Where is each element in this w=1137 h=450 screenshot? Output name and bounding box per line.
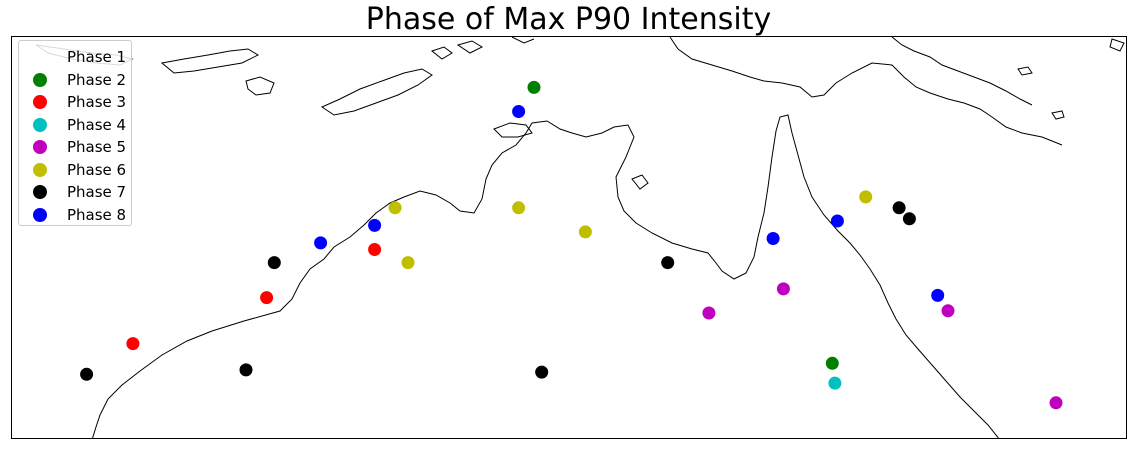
legend-item: Phase 6: [19, 159, 133, 181]
legend-label: Phase 6: [67, 160, 126, 180]
phase-7-marker: [268, 256, 281, 269]
coastline-layer: [36, 37, 1124, 439]
phase-7-marker: [903, 212, 916, 225]
legend-marker-icon: [33, 50, 47, 64]
small-islands-east: [1018, 39, 1124, 119]
phase-3-marker: [368, 243, 381, 256]
chart-title: Phase of Max P90 Intensity: [0, 2, 1137, 37]
phase-6-marker: [389, 201, 402, 214]
legend-marker-icon: [33, 140, 47, 154]
phase-8-marker: [314, 236, 327, 249]
timor-coastline: [322, 69, 432, 115]
legend-item: Phase 2: [19, 69, 133, 91]
map-area: [11, 36, 1127, 439]
legend-label: Phase 8: [67, 205, 126, 225]
legend-marker-icon: [33, 73, 47, 87]
legend-item: Phase 3: [19, 91, 133, 113]
phase-6-marker: [512, 201, 525, 214]
legend-marker-icon: [33, 95, 47, 109]
legend-item: Phase 5: [19, 136, 133, 158]
legend-label: Phase 1: [67, 47, 126, 67]
phase-8-marker: [512, 105, 525, 118]
small-islands-west: [432, 37, 534, 59]
map-canvas: [12, 37, 1127, 439]
phase-6-marker: [859, 190, 872, 203]
phase-2-marker: [528, 81, 541, 94]
phase-7-marker: [535, 366, 548, 379]
legend-label: Phase 3: [67, 92, 126, 112]
legend-label: Phase 2: [67, 70, 126, 90]
sumba-coastline: [246, 77, 274, 95]
legend-item: Phase 8: [19, 204, 133, 226]
phase-5-marker: [777, 282, 790, 295]
phase-8-marker: [831, 215, 844, 228]
legend-label: Phase 4: [67, 115, 126, 135]
phase-8-marker: [368, 219, 381, 232]
phase-2-marker: [826, 357, 839, 370]
legend-item: Phase 7: [19, 181, 133, 203]
marker-layer: [80, 81, 1062, 409]
legend-label: Phase 5: [67, 137, 126, 157]
phase-3-marker: [126, 337, 139, 350]
phase-5-marker: [702, 307, 715, 320]
papua-coastline-upper: [892, 37, 1032, 105]
legend-marker-icon: [33, 118, 47, 132]
phase-6-marker: [402, 256, 415, 269]
phase-5-marker: [1050, 396, 1063, 409]
legend-marker-icon: [33, 163, 47, 177]
phase-6-marker: [579, 225, 592, 238]
phase-7-marker: [893, 201, 906, 214]
papua-coastline: [670, 37, 1062, 145]
phase-8-marker: [767, 232, 780, 245]
legend-item: Phase 1: [19, 46, 133, 68]
legend-marker-icon: [33, 208, 47, 222]
phase-7-marker: [240, 363, 253, 376]
legend-marker-icon: [33, 185, 47, 199]
phase-5-marker: [942, 304, 955, 317]
legend-label: Phase 7: [67, 182, 126, 202]
australia-coastline: [92, 115, 1000, 439]
groote-coastline: [632, 175, 648, 189]
phase-8-marker: [931, 289, 944, 302]
phase-7-marker: [80, 368, 93, 381]
phase-7-marker: [661, 256, 674, 269]
legend-item: Phase 4: [19, 114, 133, 136]
phase-3-marker: [260, 291, 273, 304]
melville-coastline: [494, 123, 532, 137]
legend: Phase 1 Phase 2 Phase 3 Phase 4 Phase 5 Phase…: [18, 40, 132, 226]
phase-4-marker: [828, 377, 841, 390]
flores-coastline: [162, 49, 258, 73]
